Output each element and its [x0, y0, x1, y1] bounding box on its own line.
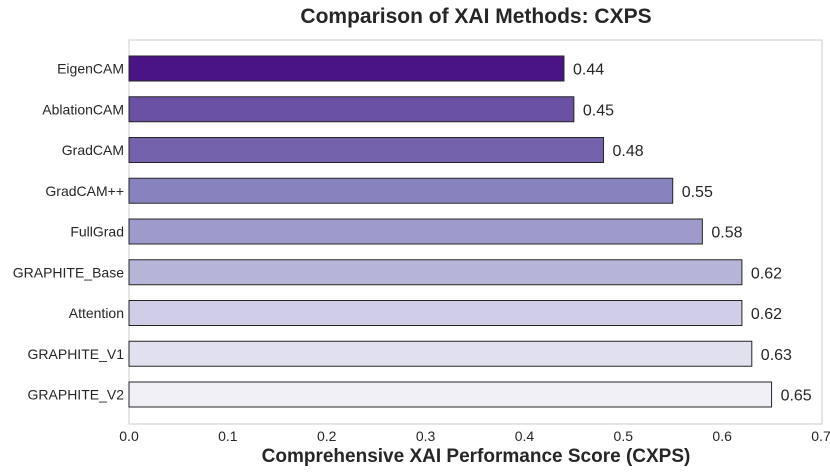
x-tick-label: 0.6 — [712, 428, 732, 444]
value-labels: 0.44 0.45 0.48 0.55 0.58 0.62 0.62 0.63 0.65 — [573, 62, 812, 405]
value-label: 0.65 — [781, 388, 812, 405]
value-label: 0.45 — [583, 102, 614, 119]
x-tick-labels: 0.0 0.1 0.2 0.3 0.4 0.5 0.6 0.7 — [119, 428, 830, 444]
x-tick-label: 0.0 — [119, 428, 139, 444]
category-label: AblationCAM — [42, 101, 124, 117]
value-label: 0.44 — [573, 62, 604, 79]
bar-graphite-v1 — [128, 340, 753, 367]
chart-title: Comparison of XAI Methods: CXPS — [300, 5, 651, 28]
x-tick-label: 0.3 — [416, 428, 436, 444]
bar-group — [128, 55, 773, 408]
x-tick-label: 0.5 — [614, 428, 634, 444]
x-tick-label: 0.7 — [811, 428, 830, 444]
value-label: 0.63 — [761, 347, 792, 364]
bar-graphite-base — [128, 259, 743, 286]
category-label: FullGrad — [70, 224, 124, 240]
value-label: 0.48 — [613, 143, 644, 160]
category-labels: EigenCAM AblationCAM GradCAM GradCAM++ FullG… — [13, 61, 124, 403]
value-label: 0.55 — [682, 184, 713, 201]
category-label: Attention — [69, 305, 124, 321]
value-label: 0.58 — [711, 225, 742, 242]
x-tick-label: 0.1 — [218, 428, 238, 444]
bar-graphite-v2 — [128, 381, 773, 408]
bar-gradcam — [128, 137, 605, 163]
category-label: GradCAM — [62, 142, 124, 158]
category-label: GRAPHITE_Base — [13, 264, 124, 280]
value-label: 0.62 — [751, 306, 782, 323]
category-label: GRAPHITE_V2 — [28, 387, 125, 403]
x-tick-label: 0.4 — [515, 428, 535, 444]
bar-attention — [128, 300, 743, 326]
bar-gradcam- — [128, 177, 674, 204]
value-label: 0.62 — [751, 265, 782, 282]
bar-eigencam — [128, 55, 565, 82]
bar-ablationcam — [128, 96, 575, 123]
category-label: GradCAM++ — [45, 183, 124, 199]
category-label: EigenCAM — [57, 61, 124, 77]
x-axis-label: Comprehensive XAI Performance Score (CXP… — [262, 446, 691, 467]
category-label: GRAPHITE_V1 — [28, 346, 125, 362]
bar-fullgrad — [128, 218, 703, 245]
x-tick-label: 0.2 — [317, 428, 337, 444]
